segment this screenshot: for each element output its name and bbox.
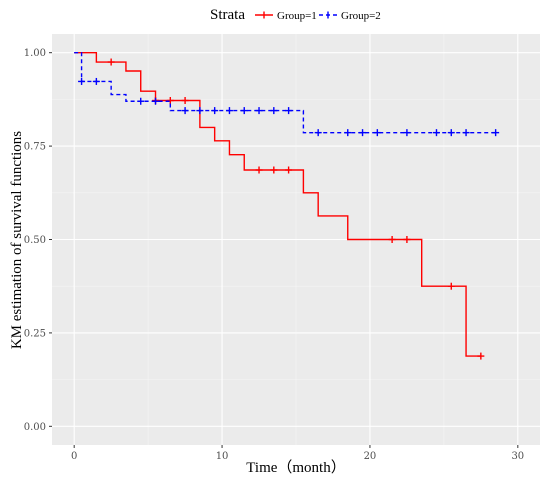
axis-ticks: 0 10 20 30 0.00 0.25 0.50 0.75 1.00 [24,48,524,462]
y-tick-label: 0.25 [24,328,46,339]
km-curve-group-2 [74,51,496,134]
y-tick-label: 0.75 [24,142,46,153]
y-tick-label: 0.00 [24,422,46,433]
x-tick-label: 0 [71,451,77,462]
x-tick-label: 30 [511,451,524,462]
series-layer [74,51,500,360]
x-tick-label: 10 [216,451,229,462]
km-curve-group-1 [74,51,481,357]
x-tick-label: 20 [364,451,377,462]
y-axis-title: KM estimation of survival functions [9,131,25,349]
y-tick-label: 0.50 [24,235,46,246]
legend-label-group-2: Group=2 [341,10,381,22]
legend-title: Strata [210,7,245,23]
legend-key-group-2 [319,11,337,19]
y-tick-label: 1.00 [24,48,46,59]
legend-key-group-1 [255,11,273,19]
x-axis-title: Time（month） [246,459,345,476]
legend: Strata Group=1 Group=2 [210,7,381,23]
legend-label-group-1: Group=1 [277,10,317,22]
